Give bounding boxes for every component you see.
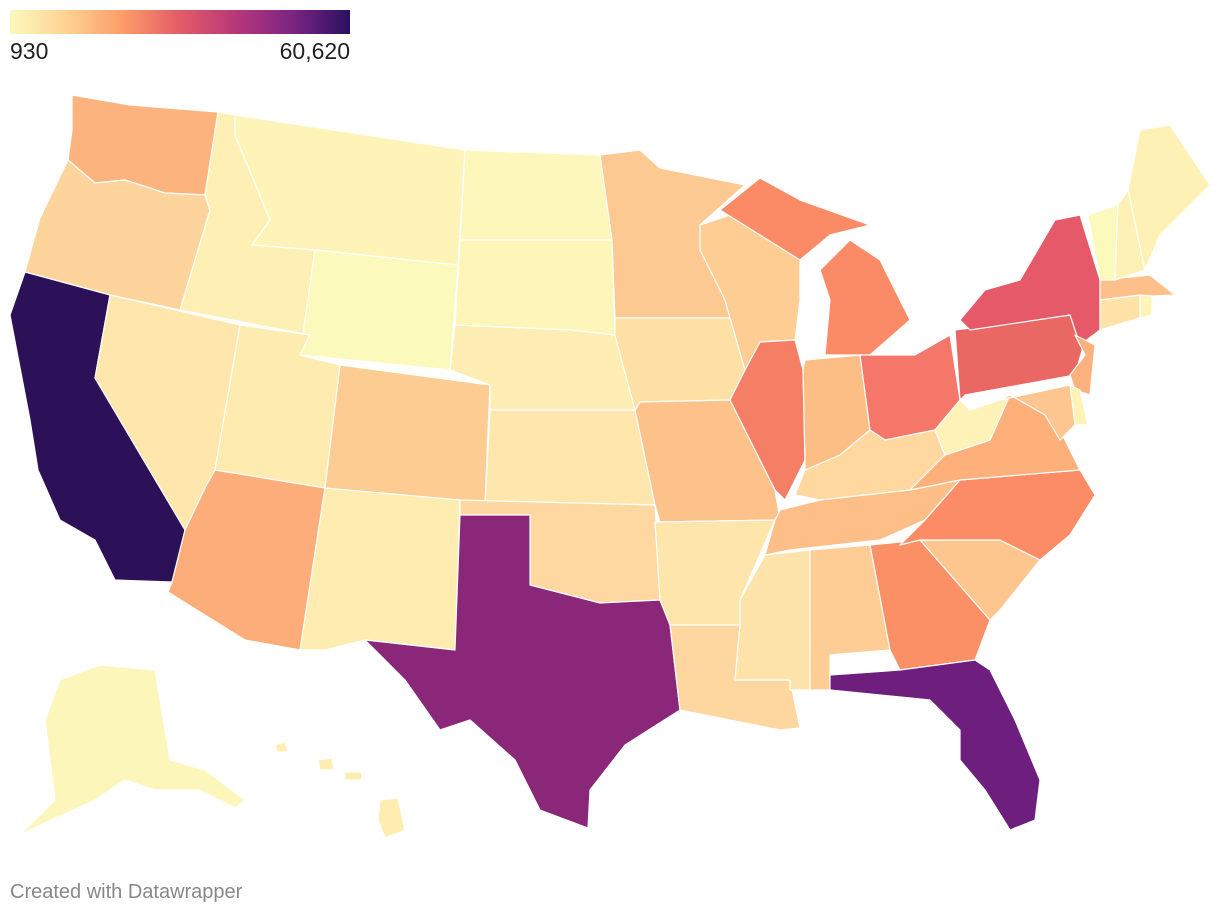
color-legend: 930 60,620: [10, 10, 350, 66]
state-maine[interactable]: [1127, 124, 1211, 271]
state-texas[interactable]: [364, 514, 681, 829]
states-layer: [9, 94, 1211, 839]
state-north-dakota[interactable]: [459, 149, 613, 241]
state-mississippi[interactable]: [734, 549, 811, 691]
legend-min-label: 930: [10, 38, 49, 64]
state-michigan[interactable]: [719, 177, 911, 356]
legend-gradient-bar: [10, 10, 350, 34]
state-wyoming[interactable]: [299, 249, 459, 371]
state-new-mexico[interactable]: [299, 487, 461, 651]
state-maryland[interactable]: [999, 384, 1076, 441]
state-massachusetts[interactable]: [1099, 274, 1176, 301]
state-montana[interactable]: [234, 114, 466, 266]
state-rhode-island[interactable]: [1139, 294, 1153, 319]
state-kansas[interactable]: [484, 409, 656, 506]
us-choropleth-map: [9, 94, 1211, 839]
state-south-dakota[interactable]: [454, 239, 616, 336]
state-illinois[interactable]: [729, 339, 806, 501]
state-hawaii[interactable]: [274, 741, 406, 839]
state-colorado[interactable]: [324, 364, 491, 506]
state-florida[interactable]: [829, 659, 1041, 831]
state-connecticut[interactable]: [1099, 294, 1141, 331]
credit-line: Created with Datawrapper: [10, 881, 243, 903]
state-iowa[interactable]: [614, 317, 746, 411]
legend-max-label: 60,620: [279, 38, 350, 64]
state-north-carolina[interactable]: [899, 469, 1096, 561]
state-alaska[interactable]: [19, 664, 246, 836]
